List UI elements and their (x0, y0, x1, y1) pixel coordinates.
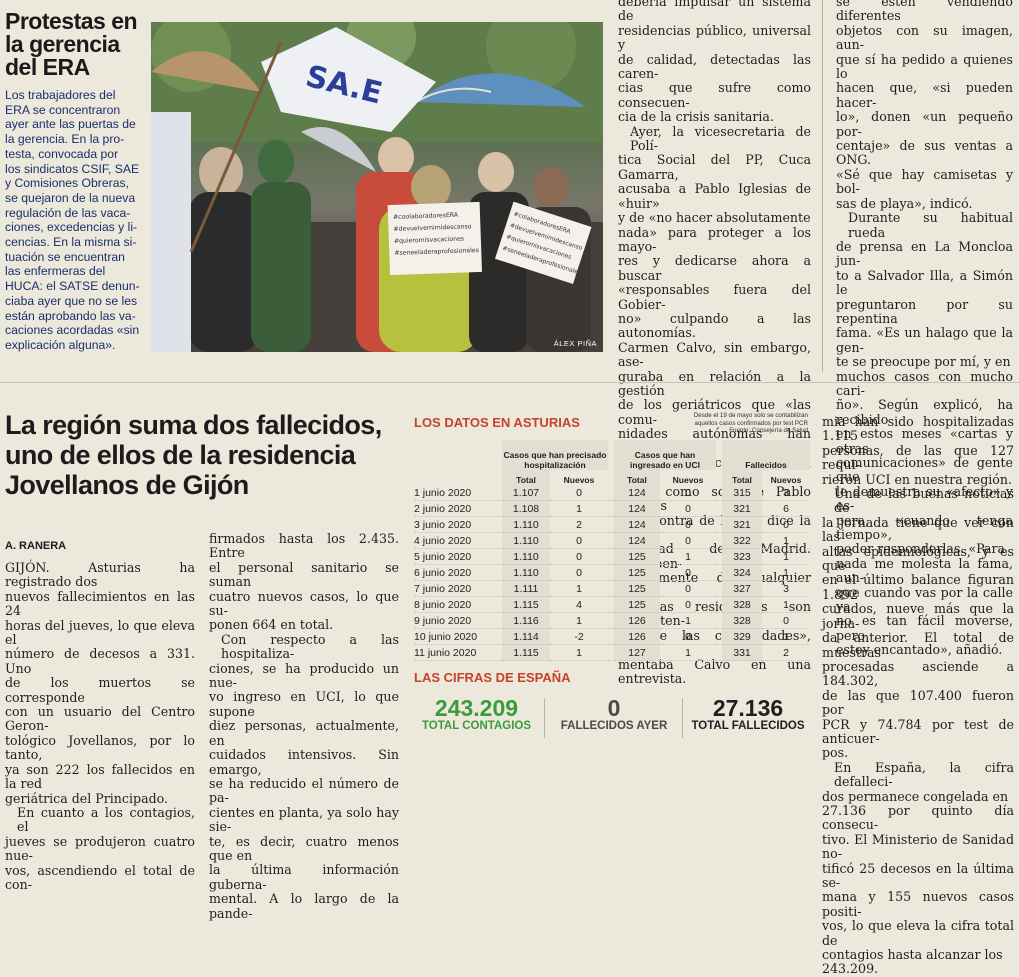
stat-label: FALLECIDOS AYER (560, 720, 668, 732)
subheader-new: Nuevos (563, 474, 595, 485)
asturias-table-wrap: Casos que han precisado hospitalización … (414, 440, 810, 661)
asturias-table-body: 1 junio 2020 1.107 0 124 0 315 3 2 junio… (414, 485, 810, 661)
article-column-2: firmados hasta los 2.435. Entre el perso… (209, 531, 399, 921)
header-deceased: Fallecidos (722, 440, 810, 470)
table-row: 9 junio 2020 1.116 1 126 1 328 0 (414, 612, 810, 629)
stat-divider (544, 698, 545, 738)
svg-text:#quieromisvacaciones: #quieromisvacaciones (394, 235, 464, 244)
column-divider (822, 0, 823, 372)
table-row: 7 junio 2020 1.111 1 125 0 327 3 (414, 580, 810, 597)
spain-stats: 243.209 TOTAL CONTAGIOS 0 FALLECIDOS AYE… (414, 696, 810, 742)
protest-sign-right: #colaboradoresERA #devuelvemimidescanso … (494, 201, 592, 285)
table-row: 1 junio 2020 1.107 0 124 0 315 3 (414, 485, 810, 501)
protest-photo-illustration: SA.E #coolaboradoresERA #devuelvemimides… (151, 22, 603, 352)
subheader-total: Total (722, 470, 762, 485)
table-row: 6 junio 2020 1.110 0 125 0 324 1 (414, 564, 810, 581)
stat-value: 27.136 (712, 695, 784, 721)
table-row: 3 junio 2020 1.110 2 124 0 321 0 (414, 516, 810, 533)
stat-value: 0 (607, 695, 621, 721)
subheader-new: Nuevos (672, 474, 704, 485)
protest-title: Protestas en la gerencia del ERA (5, 8, 138, 80)
table-row: 11 junio 2020 1.115 1 127 1 331 2 (414, 644, 810, 661)
photo-credit: ÁLEX PIÑA (553, 339, 597, 348)
header-hospitalized: Casos que han precisado hospitalización (502, 440, 608, 470)
svg-text:#devuelvemimidescanso: #devuelvemimidescanso (393, 223, 471, 233)
protest-sign-left: #coolaboradoresERA #devuelvemimidescanso… (387, 201, 483, 276)
table-row: 4 junio 2020 1.110 0 124 0 322 1 (414, 532, 810, 549)
stat-label: TOTAL CONTAGIOS (421, 720, 532, 732)
table-row: 5 junio 2020 1.110 0 125 1 323 1 (414, 548, 810, 565)
subheader-total: Total (614, 470, 660, 485)
subheader-new: Nuevos (770, 474, 802, 485)
article-column-3: mia han sido hospitalizadas 1.115 person… (822, 414, 1014, 977)
spain-box-title: LAS CIFRAS DE ESPAÑA (414, 670, 571, 685)
subheader-total: Total (502, 470, 550, 485)
header-icu: Casos que han ingresado en UCI (614, 440, 716, 470)
stat-divider (682, 698, 683, 738)
section-divider (0, 382, 1019, 383)
article-byline: A. RANERA (5, 540, 67, 552)
stat-total-fallecidos: 27.136 TOTAL FALLECIDOS (686, 696, 810, 732)
table-row: 8 junio 2020 1.115 4 125 0 328 1 (414, 596, 810, 613)
stat-value: 243.209 (434, 695, 519, 721)
stat-label: TOTAL FALLECIDOS (691, 720, 805, 732)
stat-fallecidos-ayer: 0 FALLECIDOS AYER (549, 696, 679, 732)
article-column-1: GIJÓN. Asturias ha registrado dos nuevos… (5, 560, 195, 892)
article-headline: La región suma dos fallecidos, uno de el… (5, 410, 382, 500)
svg-text:#seneeladeraprofesionales: #seneeladeraprofesionales (394, 247, 479, 257)
top-column-2: se estén vendiendo diferentes objetos co… (836, 0, 1013, 658)
protest-photo: SA.E #coolaboradoresERA #devuelvemimides… (151, 22, 603, 352)
asturias-source-note: Desde el 19 de mayo solo se contabilizan… (693, 412, 808, 435)
stat-total-contagios: 243.209 TOTAL CONTAGIOS (414, 696, 539, 732)
asturias-table: Casos que han precisado hospitalización … (414, 440, 810, 661)
asturias-box-title: LOS DATOS EN ASTURIAS (414, 415, 580, 430)
table-row: 10 junio 2020 1.114 -2 126 0 329 1 (414, 628, 810, 645)
table-row: 2 junio 2020 1.108 1 124 0 321 6 (414, 500, 810, 517)
svg-text:#coolaboradoresERA: #coolaboradoresERA (393, 212, 459, 221)
protest-body: Los trabajadores del ERA se concentraron… (5, 88, 140, 352)
